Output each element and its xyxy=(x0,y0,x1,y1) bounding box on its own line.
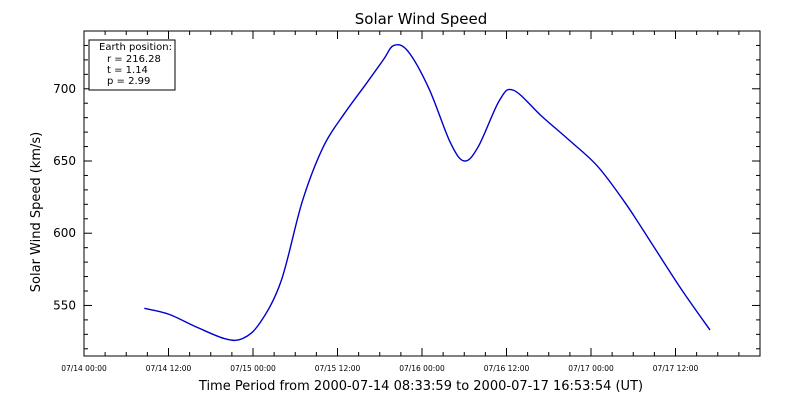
legend-line-p: p = 2.99 xyxy=(107,76,150,87)
y-tick-label-650: 650 xyxy=(53,154,76,168)
x-tick-label-3: 07/15 12:00 xyxy=(315,364,361,373)
solar-wind-speed-line xyxy=(144,44,711,342)
x-axis-ticks xyxy=(83,31,761,356)
earth-position-legend: Earth position: r = 216.28 t = 1.14 p = … xyxy=(88,39,176,91)
y-axis-tick-labels: 550 600 650 700 xyxy=(53,82,76,313)
legend-line-t: t = 1.14 xyxy=(107,65,148,76)
y-tick-label-700: 700 xyxy=(53,82,76,96)
legend-box xyxy=(88,39,176,91)
y-tick-label-600: 600 xyxy=(53,226,76,240)
x-tick-label-2: 07/15 00:00 xyxy=(230,364,276,373)
legend-line-title: Earth position: xyxy=(99,42,172,53)
y-axis-label: Solar Wind Speed (km/s) xyxy=(29,132,44,292)
x-tick-label-5: 07/16 12:00 xyxy=(484,364,530,373)
y-axis-ticks xyxy=(84,30,760,350)
chart-title: Solar Wind Speed xyxy=(355,10,487,28)
y-tick-label-550: 550 xyxy=(53,298,76,312)
legend-line-r: r = 216.28 xyxy=(107,54,161,65)
x-axis-label: Time Period from 2000-07-14 08:33:59 to … xyxy=(198,379,643,394)
x-tick-label-4: 07/16 00:00 xyxy=(399,364,445,373)
x-tick-label-1: 07/14 12:00 xyxy=(146,364,192,373)
x-tick-label-7: 07/17 12:00 xyxy=(653,364,699,373)
x-tick-label-6: 07/17 00:00 xyxy=(568,364,614,373)
x-axis-tick-labels: 07/14 00:00 07/14 12:00 07/15 00:00 07/15 1… xyxy=(61,364,698,373)
x-tick-label-0: 07/14 00:00 xyxy=(61,364,107,373)
plot-frame xyxy=(83,30,761,357)
